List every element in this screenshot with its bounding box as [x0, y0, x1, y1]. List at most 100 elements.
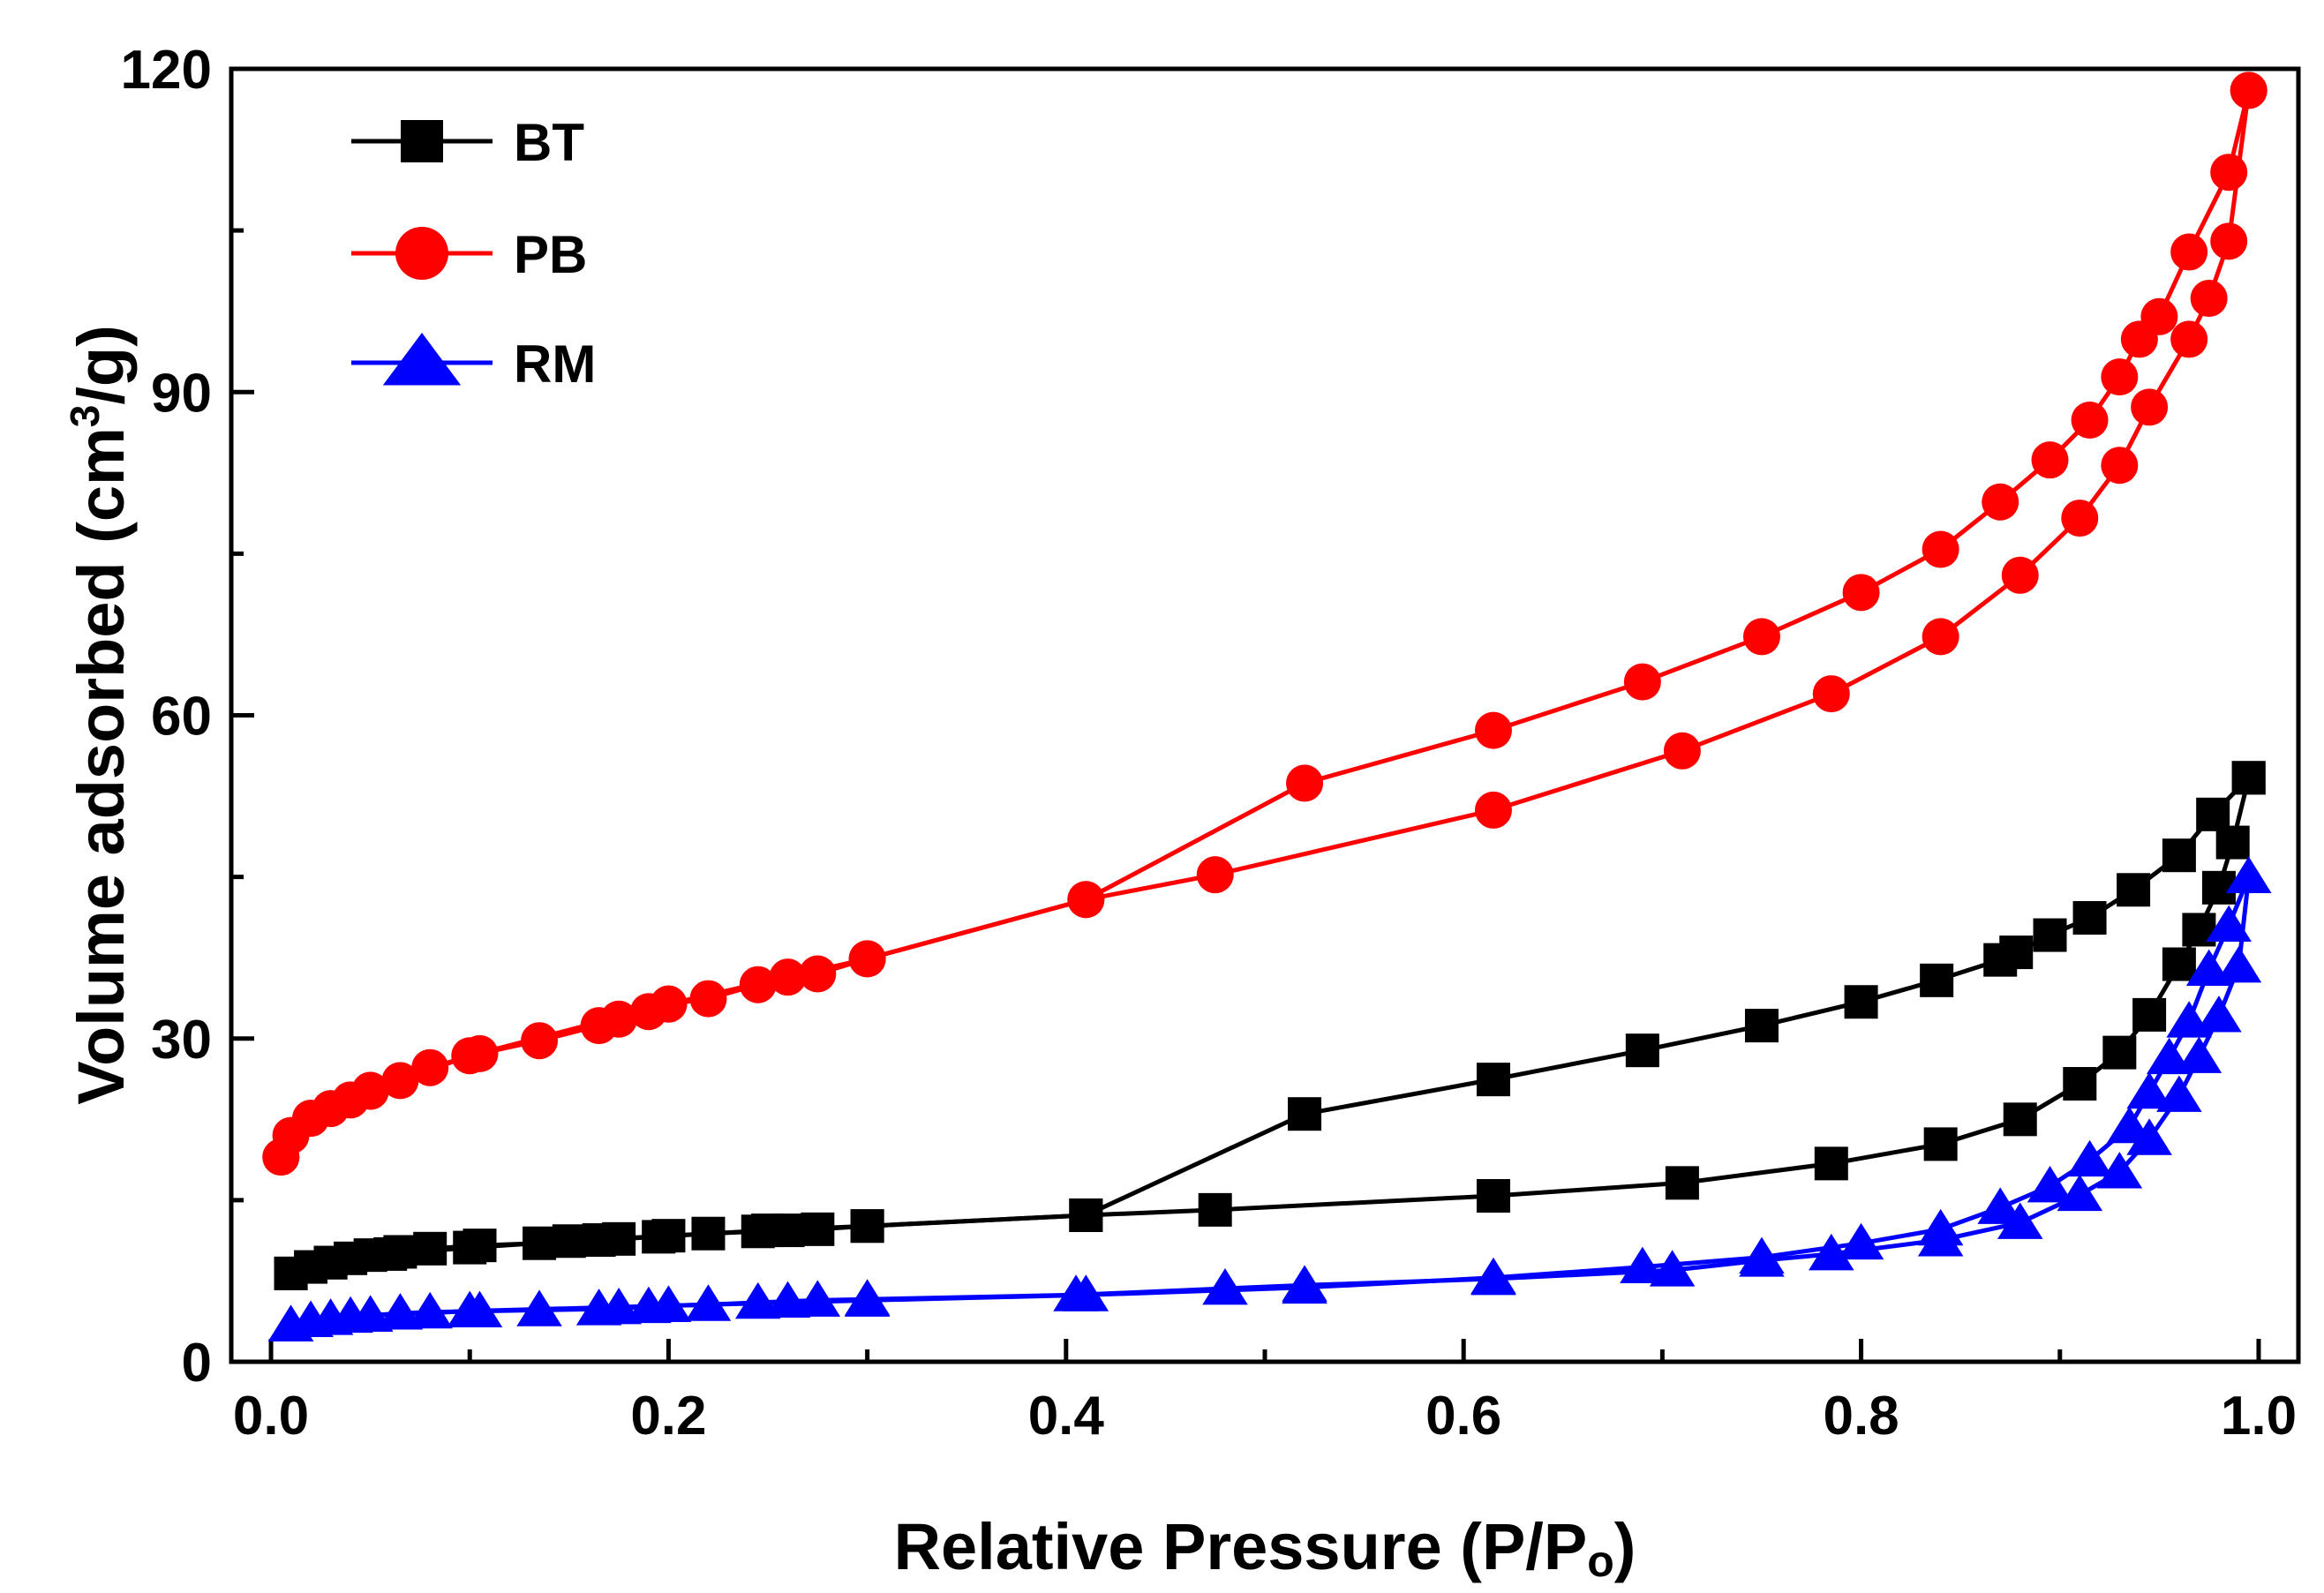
rm-desorption-point: [2066, 1139, 2113, 1177]
pb-adsorption-point: [381, 1062, 419, 1100]
pb-adsorption-point: [2210, 222, 2248, 260]
bt-desorption-point: [2072, 901, 2107, 936]
rm-adsorption-point: [794, 1280, 841, 1317]
pb-desorption-point: [2210, 154, 2248, 192]
pb-adsorption-point: [2131, 388, 2169, 426]
pb-desorption-point: [1922, 530, 1959, 568]
rm-desorption-point: [2225, 856, 2272, 894]
rm-adsorption-point: [2215, 945, 2262, 983]
rm-desorption-point: [1838, 1222, 1884, 1260]
rm-adsorption-point: [596, 1287, 642, 1325]
pb-adsorption-point: [1474, 791, 1512, 829]
bt-adsorption-point: [2063, 1067, 2097, 1101]
rm-adsorption-point: [2176, 1036, 2222, 1073]
rm-desorption-point: [2146, 1037, 2192, 1075]
bt-desorption-point: [2196, 797, 2230, 831]
series-rm: [267, 856, 2272, 1341]
pb-desorption-point: [262, 1138, 300, 1176]
legend-marker: [395, 227, 448, 280]
legend-item-bt: BT: [351, 113, 584, 172]
rm-desorption-point: [1977, 1187, 2023, 1224]
rm-desorption-point: [1063, 1274, 1109, 1311]
bt-desorption-point: [751, 1214, 786, 1248]
series-bt: [274, 761, 2266, 1290]
x-axis-title: Relative Pressure (P/Po): [894, 1510, 1636, 1586]
pb-adsorption-point: [411, 1048, 449, 1086]
bt-desorption-point: [850, 1209, 884, 1244]
pb-adsorption-point: [2061, 500, 2099, 537]
rm-desorption-point: [2166, 1001, 2212, 1038]
y-axis-title: Volume adsorbed (cm3/g): [62, 325, 138, 1105]
pb-adsorption-point: [2101, 447, 2139, 485]
bt-adsorption-point: [523, 1226, 557, 1260]
pb-desorption-point: [1474, 711, 1512, 749]
pb-adsorption-point: [1663, 732, 1701, 770]
bt-desorption-point: [1476, 1063, 1510, 1097]
bt-desorption-point: [1920, 963, 1954, 997]
x-tick-label: 0.2: [630, 1386, 706, 1446]
rm-desorption-point: [2106, 1106, 2153, 1144]
pb-adsorption-point: [769, 958, 807, 996]
rm-adsorption-point: [1809, 1233, 1854, 1271]
rm-desorption-point: [1739, 1236, 1785, 1274]
x-tick-label: 0.6: [1425, 1386, 1501, 1446]
bt-desorption-point: [2033, 918, 2067, 952]
pb-desorption-point: [2230, 71, 2268, 109]
bt-desorption-point: [1625, 1033, 1659, 1068]
rm-desorption-point: [1282, 1266, 1327, 1304]
pb-desorption-point: [351, 1071, 389, 1109]
bt-adsorption-point: [1923, 1127, 1958, 1161]
pb-adsorption-point: [1922, 618, 1959, 656]
bt-adsorption-point: [1814, 1146, 1848, 1181]
pb-adsorption-point: [1196, 856, 1234, 894]
bt-desorption-point: [2162, 838, 2196, 873]
pb-desorption-point: [1982, 483, 2019, 521]
legend-label: PB: [514, 225, 587, 284]
rm-desorption-point: [844, 1280, 891, 1317]
pb-desorption-point: [2101, 358, 2139, 396]
pb-desorption-point: [451, 1037, 489, 1075]
y-tick-label: 120: [121, 40, 212, 101]
y-tick-label: 60: [151, 687, 212, 748]
bt-desorption-point: [1983, 943, 2018, 977]
bt-adsorption-point: [801, 1212, 835, 1246]
tick-labels: 0.0 0.2 0.4 0.6 0.8 1.0 0 30 60 90 120: [121, 40, 2298, 1446]
plot-frame: [229, 66, 2301, 1364]
legend-label: BT: [514, 113, 584, 172]
bt-adsorption-point: [1665, 1166, 1699, 1200]
legend-marker: [382, 333, 462, 386]
pb-adsorption-point: [2190, 280, 2228, 318]
pb-adsorption-point: [1812, 675, 1850, 713]
rm-adsorption-point: [764, 1281, 811, 1319]
bt-adsorption-point: [2215, 825, 2250, 860]
x-tick-label: 0.8: [1823, 1386, 1899, 1446]
rm-desorption-line: [290, 875, 2252, 1327]
pb-desorption-point: [2031, 441, 2069, 479]
rm-adsorption-point: [407, 1291, 453, 1329]
x-tick-label: 0.0: [233, 1386, 309, 1446]
rm-adsorption-point: [1202, 1267, 1248, 1305]
rm-adsorption-point: [734, 1281, 781, 1319]
rm-adsorption-point: [2096, 1152, 2143, 1189]
bt-desorption-point: [1069, 1198, 1103, 1232]
pb-desorption-point: [1623, 663, 1661, 701]
y-tick-label: 90: [151, 363, 212, 424]
pb-adsorption-point: [2170, 320, 2208, 358]
bt-adsorption-point: [2132, 997, 2167, 1032]
bt-adsorption-point: [413, 1231, 448, 1266]
pb-adsorption-point: [739, 966, 777, 1003]
rm-desorption-point: [347, 1295, 394, 1332]
pb-adsorption-point: [600, 1000, 638, 1038]
legend-item-pb: PB: [351, 225, 587, 284]
pb-adsorption-point: [689, 980, 727, 1018]
bt-adsorption-point: [1198, 1192, 1232, 1227]
rm-desorption-point: [645, 1285, 692, 1322]
pb-desorption-point: [848, 940, 886, 978]
pb-desorption-point: [1286, 764, 1324, 802]
rm-adsorption-line: [290, 876, 2252, 1327]
bt-desorption-point: [373, 1236, 408, 1271]
rm-desorption-point: [1917, 1208, 1964, 1246]
legend-marker: [401, 120, 443, 162]
x-tick-label: 0.4: [1028, 1386, 1105, 1446]
